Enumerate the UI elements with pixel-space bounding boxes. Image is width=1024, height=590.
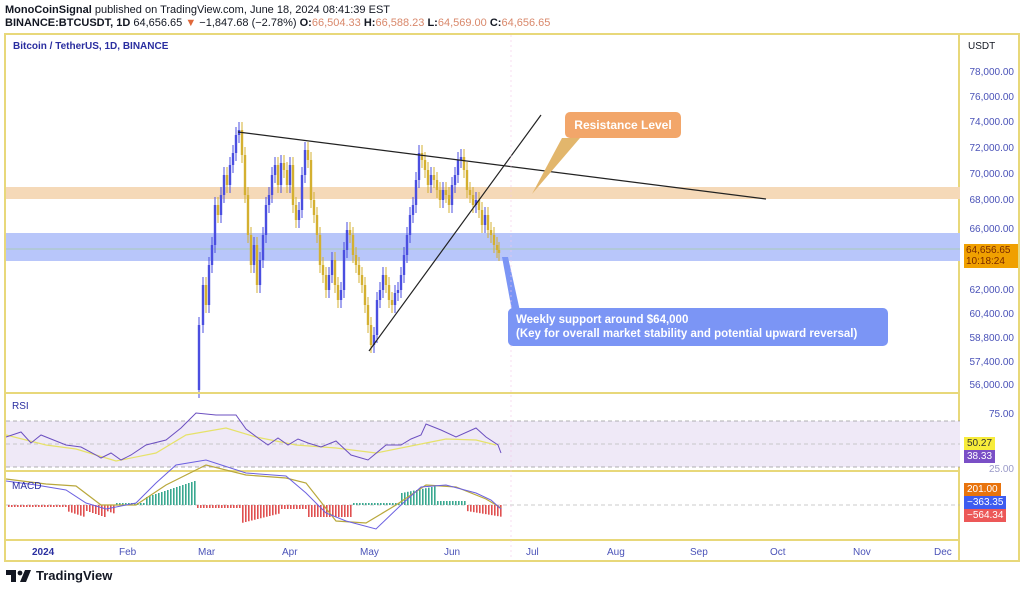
time-axis-label: Sep [690,547,708,558]
open-value: 66,504.33 [311,17,361,29]
price-tick: 56,000.00 [969,380,1015,391]
macd-signal-value: 201.00 [964,483,1001,496]
support-callout[interactable]: Weekly support around $64,000 (Key for o… [508,308,888,346]
time-axis-label: Jun [444,547,461,558]
price-tick: 72,000.00 [969,143,1015,154]
open-label: O: [299,17,312,29]
price-tick: 57,400.00 [969,357,1015,368]
brand-name: TradingView [36,568,113,583]
macd-label: MACD [12,481,42,492]
last-price: 64,656.65 [133,17,183,29]
tradingview-logo[interactable]: TradingView [6,568,112,583]
chart-canvas [6,35,960,560]
rsi-ma-value: 50.27 [964,437,996,450]
descending-trendline [237,131,767,200]
time-axis-label: May [360,547,379,558]
author-name: MonoCoinSignal [5,4,92,16]
resistance-zone [6,187,960,199]
support-callout-line1: Weekly support around $64,000 [516,314,689,326]
time-axis-label: Jul [526,547,539,558]
low-label: L: [427,17,438,29]
rsi-value: 38.33 [964,450,996,463]
support-callout-line2: (Key for overall market stability and po… [516,328,858,340]
price-tick: 58,800.00 [969,333,1015,344]
current-price: 64,656.65 [966,245,1011,256]
high-value: 66,588.23 [375,17,425,29]
close-label: C: [489,17,502,29]
price-tick: 76,000.00 [969,92,1015,103]
chart-frame: Bitcoin / TetherUS, 1D, BINANCE RSI MACD… [4,33,1020,562]
low-value: 64,569.00 [437,17,487,29]
chart-title: Bitcoin / TetherUS, 1D, BINANCE [13,41,169,52]
rsi-tick: 75.00 [988,409,1014,420]
price-change: −1,847.68 (−2.78%) [199,17,297,29]
price-tick: 70,000.00 [969,169,1015,180]
time-axis-label: Apr [282,547,298,558]
time-axis-label: Dec [934,547,952,558]
price-axis[interactable]: USDT 78,000.00 76,000.00 74,000.00 72,00… [962,35,1020,560]
time-axis-label: Nov [853,547,871,558]
publish-info: MonoCoinSignal published on TradingView.… [5,3,390,17]
tradingview-logo-icon [6,569,31,582]
symbol-info: BINANCE:BTCUSDT, 1D 64,656.65 ▼ −1,847.6… [5,16,550,30]
symbol-label: BINANCE:BTCUSDT, 1D [5,17,131,29]
macd-value: −363.35 [964,496,1007,509]
time-axis-label: Oct [770,547,786,558]
resistance-callout[interactable]: Resistance Level [565,112,681,138]
published-text: published on TradingView.com, June 18, 2… [94,4,390,16]
price-tick: 66,000.00 [969,224,1015,235]
bar-countdown: 10:18:24 [966,256,1005,267]
price-tick: 60,400.00 [969,309,1015,320]
support-zone [6,233,960,261]
price-tick: 62,000.00 [969,285,1015,296]
close-value: 64,656.65 [501,17,551,29]
macd-histogram-value: −564.34 [964,509,1007,522]
ascending-trendline [368,114,542,352]
price-tick: 68,000.00 [969,195,1015,206]
currency-label[interactable]: USDT [968,41,996,52]
plot-area[interactable]: Bitcoin / TetherUS, 1D, BINANCE RSI MACD… [6,35,960,560]
time-axis-label: Mar [198,547,216,558]
down-arrow-icon: ▼ [185,17,197,29]
time-axis-label: 2024 [32,547,55,558]
rsi-tick: 25.00 [988,464,1014,475]
rsi-label: RSI [12,401,29,412]
current-price-tag: 64,656.65 10:18:24 [964,244,1018,268]
price-tick: 78,000.00 [969,67,1015,78]
high-label: H: [363,17,376,29]
time-axis-label: Feb [119,547,137,558]
price-tick: 74,000.00 [969,117,1015,128]
time-axis-label: Aug [607,547,625,558]
